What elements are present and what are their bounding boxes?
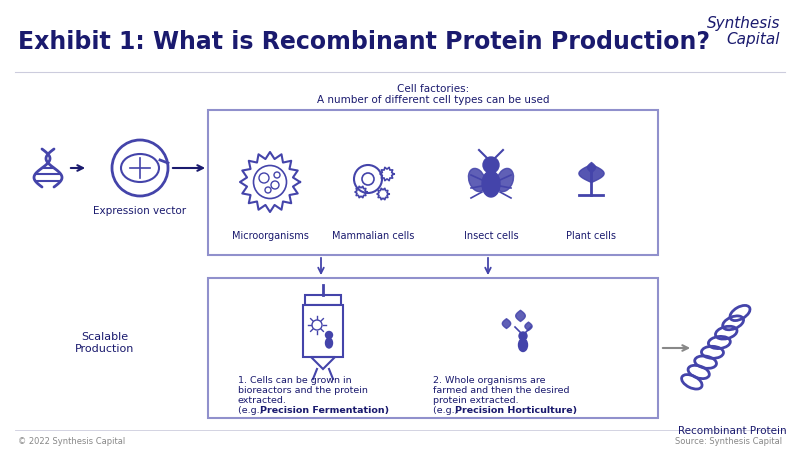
Text: Exhibit 1: What is Recombinant Protein Production?: Exhibit 1: What is Recombinant Protein P… xyxy=(18,30,710,54)
Text: Synthesis: Synthesis xyxy=(706,16,780,31)
Text: Recombinant Protein: Recombinant Protein xyxy=(678,426,786,436)
Text: bioreactors and the protein: bioreactors and the protein xyxy=(238,386,368,395)
Circle shape xyxy=(519,332,527,340)
Circle shape xyxy=(483,157,499,173)
Text: Mammalian cells: Mammalian cells xyxy=(332,231,414,241)
FancyBboxPatch shape xyxy=(208,278,658,418)
Text: Source: Synthesis Capital: Source: Synthesis Capital xyxy=(675,437,782,446)
Ellipse shape xyxy=(326,338,333,348)
Text: Plant cells: Plant cells xyxy=(566,231,616,241)
Text: Insect cells: Insect cells xyxy=(464,231,518,241)
Text: protein extracted.: protein extracted. xyxy=(433,396,518,405)
Ellipse shape xyxy=(482,171,500,197)
Text: A number of different cell types can be used: A number of different cell types can be … xyxy=(317,95,550,105)
FancyBboxPatch shape xyxy=(208,110,658,255)
Text: Microorganisms: Microorganisms xyxy=(231,231,309,241)
Text: (e.g.,: (e.g., xyxy=(238,406,266,415)
Text: © 2022 Synthesis Capital: © 2022 Synthesis Capital xyxy=(18,437,126,446)
Text: Precision Horticulture): Precision Horticulture) xyxy=(455,406,577,415)
Text: Expression vector: Expression vector xyxy=(94,206,186,216)
Text: (e.g.,: (e.g., xyxy=(433,406,461,415)
FancyBboxPatch shape xyxy=(303,305,343,357)
Text: Cell factories:: Cell factories: xyxy=(397,84,469,94)
Text: Capital: Capital xyxy=(726,32,780,47)
Text: 1. Cells can be grown in: 1. Cells can be grown in xyxy=(238,376,352,385)
Text: Scalable
Production: Scalable Production xyxy=(75,332,134,354)
Ellipse shape xyxy=(518,338,527,351)
Text: Precision Fermentation): Precision Fermentation) xyxy=(260,406,389,415)
Text: 2. Whole organisms are: 2. Whole organisms are xyxy=(433,376,546,385)
Text: extracted.: extracted. xyxy=(238,396,287,405)
Text: farmed and then the desired: farmed and then the desired xyxy=(433,386,570,395)
FancyBboxPatch shape xyxy=(305,295,341,305)
Ellipse shape xyxy=(469,168,486,192)
Circle shape xyxy=(326,332,333,338)
Ellipse shape xyxy=(497,168,514,192)
